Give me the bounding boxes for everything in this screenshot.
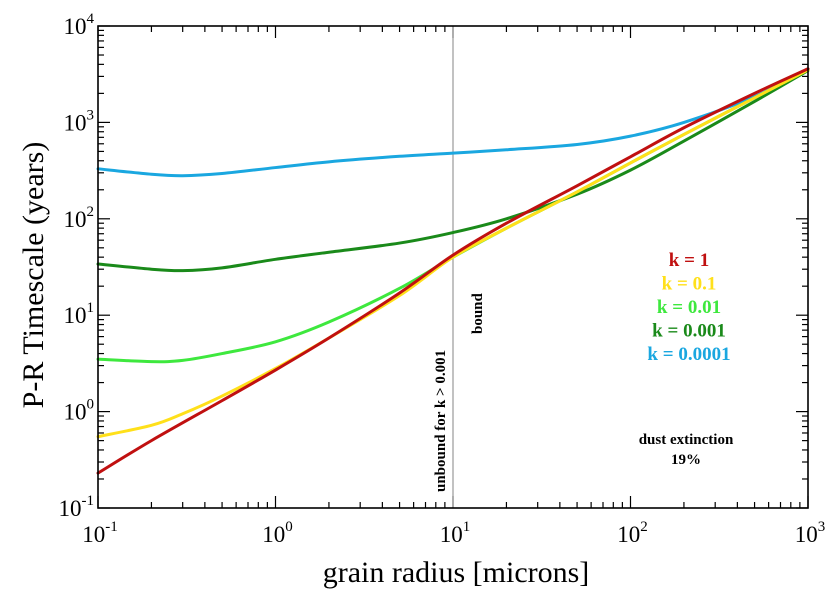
- y-tick-label: 101: [64, 300, 95, 328]
- annotation-dust-extinction: dust extinction: [639, 432, 734, 448]
- annotation-unbound: unbound for k > 0.001: [433, 350, 449, 492]
- series-line-k-0-0001: [96, 68, 810, 178]
- legend-entry: k = 0.0001: [647, 344, 730, 365]
- y-tick-label: 102: [64, 204, 95, 232]
- y-tick-labels: 10-1 100 101 102 103 104: [59, 11, 95, 521]
- y-axis-title: P-R Timescale (years): [17, 142, 50, 409]
- series-line-k-0-001: [96, 69, 810, 273]
- minor-ticks: [98, 26, 808, 508]
- y-tick-label: 100: [64, 397, 95, 425]
- x-tick-label: 100: [262, 519, 293, 547]
- series-line-k-1: [96, 67, 810, 475]
- x-tick-label: 103: [795, 519, 826, 547]
- annotation-extinction-percent: 19%: [671, 452, 701, 468]
- x-tick-label: 102: [617, 519, 648, 547]
- x-axis-title: grain radius [microns]: [323, 556, 590, 589]
- series-curves: [96, 67, 810, 475]
- annotation-bound: bound: [470, 292, 486, 334]
- x-tick-label: 10-1: [82, 519, 118, 547]
- y-tick-label: 103: [64, 107, 95, 135]
- legend-entry: k = 0.01: [657, 297, 721, 318]
- legend-entry: k = 0.001: [652, 321, 726, 342]
- x-tick-labels: 10-1 100 101 102 103: [82, 519, 825, 547]
- series-line-k-0-1: [96, 68, 810, 439]
- plot-frame: [97, 25, 809, 509]
- y-tick-label: 104: [64, 11, 95, 39]
- legend-entry: k = 0.1: [662, 274, 717, 295]
- x-tick-label: 101: [440, 519, 471, 547]
- y-tick-label: 10-1: [59, 493, 95, 521]
- legend-entry: k = 1: [669, 250, 709, 271]
